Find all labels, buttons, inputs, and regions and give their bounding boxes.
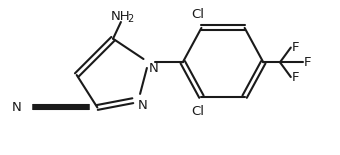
Text: F: F [292,41,300,54]
Text: N: N [138,99,147,112]
Text: Cl: Cl [191,8,204,21]
Text: F: F [292,71,300,84]
Text: Cl: Cl [191,105,204,118]
Text: 2: 2 [128,14,134,24]
Text: N: N [12,101,22,114]
Text: N: N [149,62,158,75]
Text: F: F [304,56,311,69]
Text: NH: NH [111,10,131,23]
